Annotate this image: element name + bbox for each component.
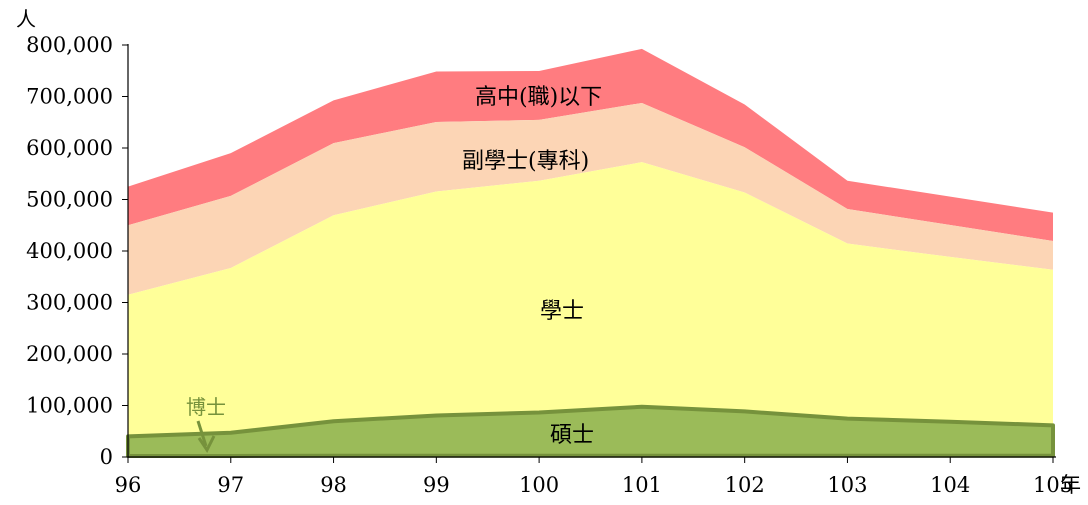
x-tick-label: 103: [827, 473, 867, 497]
y-axis-ticks: 0 100,000 200,000 300,000 400,000 500,000 600,…: [26, 33, 128, 469]
x-tick-label: 102: [725, 473, 765, 497]
series-label-associate: 副學士(專科): [462, 149, 589, 174]
area-layers: [126, 48, 1055, 458]
x-tick-label: 100: [519, 473, 559, 497]
x-tick-label: 99: [423, 473, 450, 497]
phd-arrow-icon: [196, 420, 216, 453]
x-tick-label: 104: [930, 473, 970, 497]
y-tick-label: 600,000: [26, 136, 113, 160]
y-tick-label: 800,000: [26, 33, 113, 57]
y-tick-label: 700,000: [26, 85, 113, 109]
y-tick-label: 0: [100, 445, 113, 469]
area-series-3: [128, 102, 1053, 295]
y-tick-label: 100,000: [26, 394, 113, 418]
series-label-high-school: 高中(職)以下: [475, 85, 602, 110]
area-series-1: [126, 404, 1055, 458]
series-label-phd: 博士: [186, 395, 226, 419]
y-tick-label: 400,000: [26, 239, 113, 263]
y-tick-label: 300,000: [26, 291, 113, 315]
y-tick-label: 200,000: [26, 342, 113, 366]
series-label-master: 碩士: [550, 423, 594, 448]
x-tick-label: 98: [320, 473, 347, 497]
x-axis-unit: 年: [1060, 473, 1081, 497]
area-series-4: [128, 48, 1053, 241]
x-tick-label: 105: [1033, 473, 1073, 497]
series-labels: 高中(職)以下 副學士(專科) 學士 碩士 博士: [186, 85, 602, 448]
y-axis-unit: 人: [16, 7, 36, 31]
area-series-2: [128, 162, 1053, 437]
x-tick-label: 97: [217, 473, 244, 497]
x-tick-label: 96: [115, 473, 142, 497]
y-tick-label: 500,000: [26, 188, 113, 212]
x-tick-label: 101: [622, 473, 662, 497]
x-axis-ticks: 96 97 98 99 100 101 102 103 104 105: [115, 457, 1073, 497]
series-label-bachelor: 學士: [540, 299, 584, 324]
